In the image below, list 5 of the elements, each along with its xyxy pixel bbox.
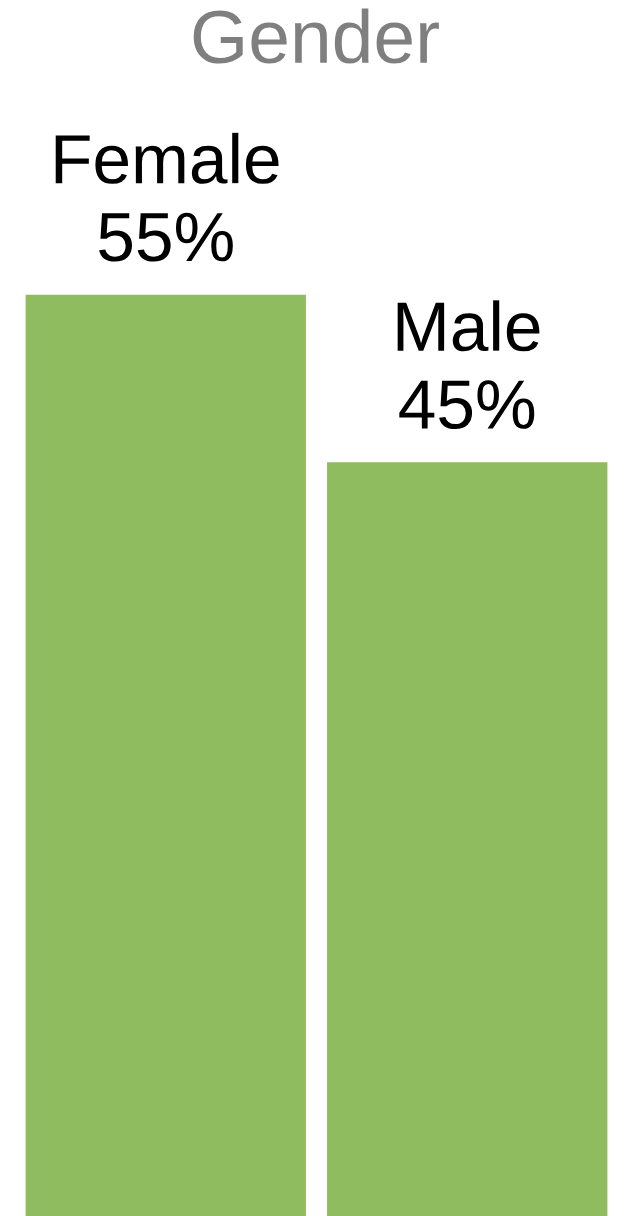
chart-title: Gender <box>193 8 439 64</box>
x-tick-label: Female <box>55 132 279 184</box>
x-tick-label: Male <box>397 300 540 352</box>
data-label: 45% <box>399 380 535 430</box>
data-label: 55% <box>99 212 233 262</box>
